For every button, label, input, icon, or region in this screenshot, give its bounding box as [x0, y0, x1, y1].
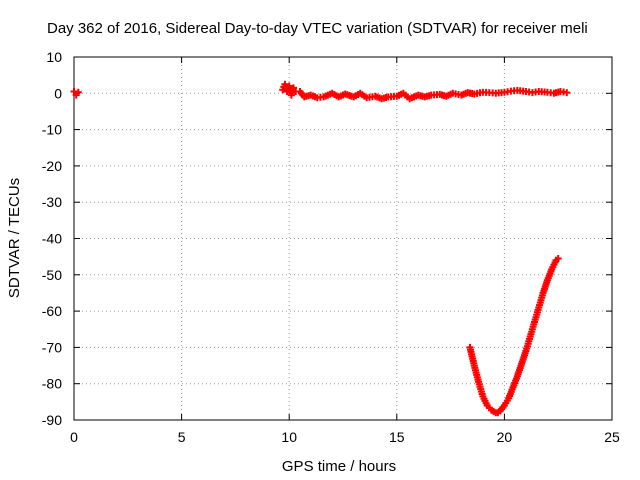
series-near-zero-track — [70, 80, 571, 103]
data-point — [563, 89, 571, 97]
y-tick-label: -80 — [42, 376, 62, 392]
y-tick-label: -50 — [42, 267, 62, 283]
y-axis-title: SDTVAR / TECUs — [6, 178, 23, 298]
data-marks — [70, 80, 571, 417]
axis-ticks: 0 5 10 15 20 25 10 0 -10 -20 -30 -40 -50 -60 -70 -80 -90 — [42, 49, 620, 445]
x-axis-title: GPS time / hours — [282, 458, 396, 475]
y-tick-label: -70 — [42, 339, 62, 355]
series-deep-dip — [466, 255, 562, 417]
y-tick-label: -60 — [42, 303, 62, 319]
y-tick-label: -40 — [42, 231, 62, 247]
x-tick-label: 25 — [604, 429, 620, 445]
x-tick-label: 5 — [178, 429, 186, 445]
y-tick-label: 0 — [54, 85, 62, 101]
y-tick-label: 10 — [46, 49, 62, 65]
y-tick-label: -10 — [42, 122, 62, 138]
x-tick-label: 20 — [497, 429, 513, 445]
x-tick-label: 0 — [70, 429, 78, 445]
chart-title: Day 362 of 2016, Sidereal Day-to-day VTE… — [47, 20, 588, 37]
y-tick-label: -20 — [42, 158, 62, 174]
y-tick-label: -30 — [42, 194, 62, 210]
x-tick-label: 15 — [389, 429, 405, 445]
data-point — [74, 88, 82, 96]
data-point — [554, 255, 562, 262]
y-tick-label: -90 — [42, 412, 62, 428]
data-point — [290, 84, 297, 92]
x-tick-label: 10 — [281, 429, 297, 445]
grid — [74, 57, 612, 420]
